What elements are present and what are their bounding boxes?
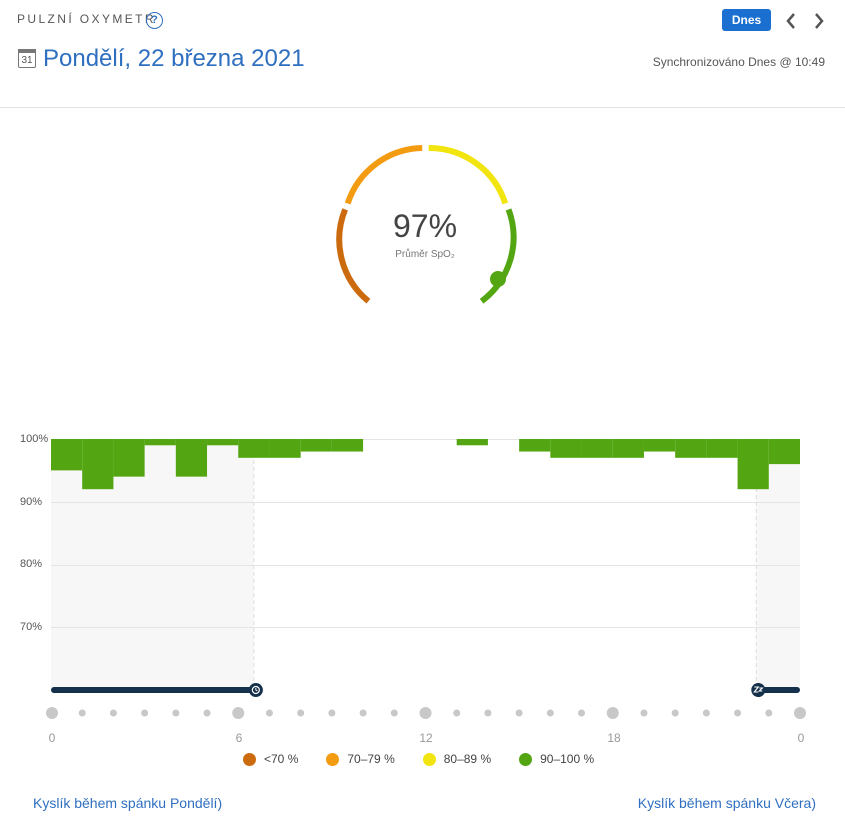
hour-dot	[390, 709, 398, 717]
spo2-bar	[612, 439, 644, 458]
legend-label: 90–100 %	[540, 752, 595, 766]
hour-dot	[297, 709, 305, 717]
alarm-clock-face	[251, 685, 260, 695]
alarm-clock-hand	[255, 688, 258, 692]
gauge-label: Průměr SpO₂	[395, 249, 455, 260]
x-tick-label: 6	[235, 731, 243, 745]
y-tick-label: 90%	[20, 496, 43, 508]
spo2-bar	[675, 439, 707, 458]
spo2-bar	[82, 439, 114, 490]
prev-day-chevron-icon[interactable]	[785, 11, 797, 35]
hour-dot	[578, 709, 586, 717]
hour-dot	[765, 709, 773, 717]
hour-dot	[78, 709, 86, 717]
y-tick-label: 100%	[20, 433, 49, 445]
hour-dot-major	[794, 707, 806, 719]
spo2-bar	[519, 439, 551, 452]
legend-item: <70 %	[243, 752, 298, 766]
hour-dot	[328, 709, 336, 717]
x-tick-label: 0	[48, 731, 56, 745]
spo2-bar	[113, 439, 145, 477]
spo2-chart	[46, 439, 806, 719]
sleep-zz-icon	[751, 683, 766, 697]
gauge-arc-mid	[344, 145, 423, 205]
sleep-oxygen-yesterday-link[interactable]: Kyslík během spánku Včera)	[637, 795, 816, 811]
x-tick-label: 18	[607, 731, 621, 745]
legend-label: 70–79 %	[347, 752, 395, 766]
x-tick-label: 12	[419, 731, 433, 745]
x-tick-label: 0	[797, 731, 805, 745]
hour-dot	[265, 709, 273, 717]
spo2-bar	[207, 439, 239, 446]
hour-dot	[484, 709, 492, 717]
spo2-bar	[300, 439, 332, 452]
hour-dot	[640, 709, 648, 717]
hour-dot-major	[232, 707, 245, 719]
sync-status: Synchronizováno Dnes @ 10:49	[652, 55, 825, 69]
hour-dot	[702, 709, 710, 717]
gauge-indicator	[490, 271, 506, 287]
spo2-bar	[331, 439, 364, 452]
spo2-bar	[581, 439, 613, 458]
hour-dot-major	[46, 707, 58, 719]
spo2-bar	[456, 439, 488, 446]
hour-dot	[203, 709, 211, 717]
gauge-arc-high	[428, 145, 509, 205]
gauge-arc-normal	[479, 208, 517, 304]
spo2-gauge	[336, 145, 517, 304]
legend-item: 70–79 %	[326, 752, 395, 766]
spo2-bar	[643, 439, 676, 452]
legend-label: <70 %	[264, 752, 299, 766]
hour-dot-major	[419, 707, 432, 719]
sleep-oxygen-monday-link[interactable]: Kyslík během spánku Pondělí)	[33, 795, 223, 811]
legend-swatch	[243, 752, 256, 766]
legend-swatch	[326, 752, 340, 766]
legend-swatch	[422, 752, 436, 766]
spo2-bar	[737, 439, 769, 490]
calendar-icon: 31	[18, 49, 36, 68]
page-title: Pondělí, 22 března 2021	[43, 45, 305, 72]
app-title: PULZNÍ OXYMETR	[17, 12, 156, 26]
next-day-chevron-icon[interactable]	[813, 11, 825, 35]
y-tick-label: 70%	[20, 621, 43, 633]
spo2-bar	[550, 439, 582, 458]
today-button[interactable]: Dnes	[722, 9, 771, 31]
legend-swatch	[519, 752, 533, 766]
hour-dot	[359, 709, 367, 717]
legend-label: 80–89 %	[443, 752, 492, 766]
hour-dot	[109, 709, 117, 717]
gauge-arc-low	[336, 208, 371, 304]
legend-item: 80–89 %	[422, 752, 492, 766]
hour-dot	[734, 709, 742, 717]
spo2-bar	[768, 439, 800, 465]
hour-dot	[453, 709, 461, 717]
header-divider	[0, 107, 845, 108]
spo2-bar	[269, 439, 301, 458]
hour-dot	[172, 709, 180, 717]
sleep-zz-glyph	[753, 686, 764, 693]
chart-legend: <70 % 70–79 % 80–89 % 90–100 %	[243, 752, 594, 766]
spo2-bar	[144, 439, 176, 446]
gauge-value: 97%	[392, 208, 458, 244]
hour-dot-major	[606, 707, 619, 719]
spo2-bar	[238, 439, 270, 458]
hour-dot	[671, 709, 679, 717]
spo2-bar	[51, 439, 83, 471]
spo2-bar	[175, 439, 208, 477]
help-icon[interactable]: ?	[146, 12, 163, 29]
sleep-shade	[51, 439, 254, 690]
spo2-bar	[706, 439, 738, 458]
legend-item: 90–100 %	[519, 752, 594, 766]
hour-dot	[141, 709, 149, 717]
y-tick-label: 80%	[20, 558, 43, 570]
hour-dot	[515, 709, 523, 717]
hour-dot	[546, 709, 554, 717]
